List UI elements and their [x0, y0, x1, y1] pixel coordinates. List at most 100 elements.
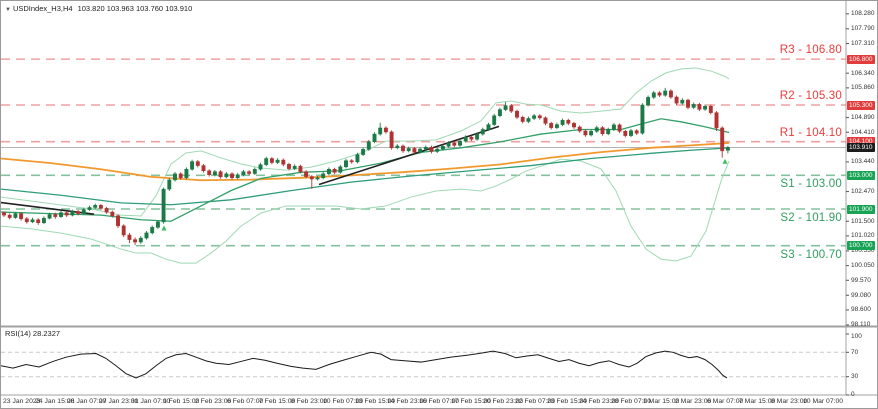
- candle: [269, 158, 274, 163]
- bollinger-lower-band: [1, 158, 730, 264]
- candle: [372, 133, 377, 142]
- candle: [537, 115, 542, 119]
- candle: [36, 219, 41, 224]
- candle: [144, 232, 149, 239]
- candle: [708, 105, 713, 113]
- candle: [583, 130, 588, 136]
- candle: [458, 140, 462, 146]
- candle: [686, 99, 690, 108]
- candle: [41, 217, 46, 224]
- candle: [150, 227, 155, 234]
- candle: [298, 165, 303, 172]
- candle: [116, 215, 120, 227]
- candle: [201, 165, 206, 172]
- candle: [332, 168, 337, 173]
- candle: [469, 136, 474, 140]
- candle: [287, 164, 291, 169]
- candle: [64, 212, 69, 216]
- candle: [326, 168, 331, 175]
- candle: [549, 123, 554, 128]
- rsi-indicator-label: RSI(14) 28.2327: [5, 329, 61, 338]
- candle: [190, 161, 195, 170]
- candle: [651, 92, 656, 98]
- candle: [309, 176, 314, 180]
- candle: [720, 127, 725, 152]
- candle: [429, 146, 434, 152]
- candle: [247, 171, 252, 174]
- candle: [121, 225, 126, 236]
- candle: [19, 213, 24, 220]
- candle: [195, 161, 200, 166]
- candle: [241, 171, 246, 175]
- chart-title-symbol: USDIndex_H3,H4: [12, 4, 73, 13]
- candle: [401, 145, 405, 152]
- candle: [446, 142, 451, 147]
- candle: [566, 120, 571, 124]
- candle: [76, 211, 81, 214]
- slow-ma-line: [1, 147, 730, 206]
- candle: [155, 221, 160, 228]
- symbol-marker-icon: ▼: [5, 7, 11, 13]
- candle: [167, 179, 172, 190]
- candle: [87, 207, 92, 210]
- candle: [503, 105, 508, 110]
- candle: [224, 173, 229, 178]
- candle: [7, 214, 12, 218]
- chart-title-ohlc: 103.820 103.963 103.760 103.910: [77, 4, 193, 13]
- candle: [98, 205, 103, 209]
- candle: [640, 104, 645, 134]
- candle: [463, 136, 468, 142]
- candle: [674, 96, 679, 104]
- candle: [304, 171, 309, 177]
- candle: [230, 173, 234, 179]
- rsi-line: [1, 350, 728, 379]
- candle: [657, 92, 662, 96]
- candle: [344, 160, 348, 168]
- candle: [366, 141, 371, 150]
- candle: [321, 173, 326, 179]
- candle: [714, 112, 719, 129]
- candle: [572, 123, 576, 128]
- candle: [577, 126, 582, 132]
- candle: [646, 97, 651, 106]
- candle: [589, 131, 594, 136]
- candle: [349, 160, 354, 163]
- candle: [30, 219, 35, 223]
- candle: [161, 188, 166, 223]
- candle: [492, 115, 497, 125]
- candle: [691, 104, 696, 108]
- candle: [13, 213, 18, 218]
- candle: [389, 131, 394, 149]
- candle: [218, 171, 223, 178]
- trendline-2: [318, 125, 500, 186]
- candle: [258, 164, 263, 170]
- candle: [264, 158, 269, 165]
- candle: [2, 212, 6, 216]
- candle: [617, 124, 622, 132]
- candle: [480, 129, 485, 135]
- candle: [668, 90, 673, 98]
- candle: [315, 177, 320, 180]
- candle: [338, 166, 343, 173]
- candle: [59, 212, 63, 217]
- candle: [600, 127, 605, 135]
- candle: [554, 124, 559, 128]
- candle: [520, 116, 525, 122]
- candle: [440, 146, 445, 150]
- candle: [235, 174, 240, 179]
- candle: [93, 205, 98, 208]
- candle: [606, 129, 611, 135]
- bollinger-upper-band: [1, 67, 730, 217]
- candle: [207, 170, 212, 175]
- candle: [212, 171, 217, 175]
- candle: [663, 90, 668, 96]
- candle: [252, 168, 257, 174]
- candle: [486, 124, 491, 130]
- candle: [53, 214, 58, 217]
- candle: [623, 131, 628, 136]
- candle: [378, 127, 383, 135]
- candle: [435, 148, 440, 152]
- signal-arrow-icon: [722, 158, 728, 164]
